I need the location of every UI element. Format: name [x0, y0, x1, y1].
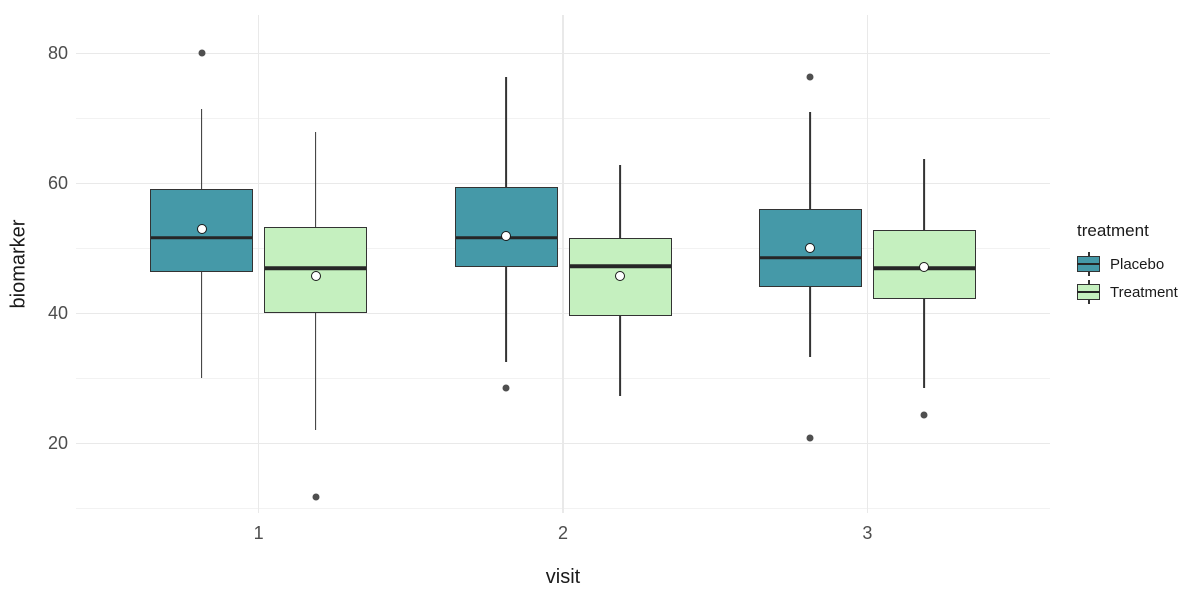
major-gridline-vertical [562, 15, 564, 513]
mean-point [615, 271, 625, 282]
x-tick-label: 2 [557, 523, 569, 543]
outlier-point [312, 493, 320, 501]
legend: treatment Placebo Treatment [1077, 221, 1178, 308]
median-line [569, 264, 671, 269]
legend-label: Treatment [1110, 283, 1178, 301]
key-median-line [1077, 291, 1100, 293]
major-gridline-vertical [866, 15, 869, 513]
x-tick-label: 1 [253, 523, 264, 543]
outlier-point [806, 73, 814, 81]
key-median-line [1077, 263, 1100, 265]
y-tick-label: 20 [47, 433, 68, 454]
outlier-point [806, 434, 814, 442]
boxplot-key-icon [1077, 252, 1101, 276]
mean-point [919, 261, 930, 272]
legend-item-placebo: Placebo [1077, 252, 1178, 276]
boxplot-box-placebo-visit2 [454, 186, 558, 267]
mean-point [196, 223, 207, 234]
boxplot-box-treatment-visit1 [264, 226, 368, 313]
outlier-point [502, 384, 510, 392]
mean-point [501, 231, 511, 242]
legend-title: treatment [1077, 221, 1149, 240]
major-gridline-vertical [257, 15, 260, 513]
legend-item-treatment: Treatment [1077, 280, 1178, 304]
y-axis-title: biomarker [7, 219, 30, 309]
median-line [265, 266, 367, 270]
plot-panel [76, 15, 1050, 513]
y-tick-label: 80 [47, 43, 68, 64]
y-tick-label: 40 [47, 303, 68, 324]
y-tick-label: 60 [47, 173, 68, 194]
x-tick-label: 3 [862, 523, 873, 543]
legend-label: Placebo [1110, 255, 1165, 273]
mean-point [805, 243, 816, 254]
outlier-point [920, 411, 928, 419]
outlier-point [198, 49, 206, 57]
median-line [151, 235, 253, 240]
boxplot-key-icon [1077, 280, 1101, 304]
mean-point [310, 270, 321, 281]
x-axis-title: visit [545, 566, 581, 588]
median-line [759, 256, 861, 260]
